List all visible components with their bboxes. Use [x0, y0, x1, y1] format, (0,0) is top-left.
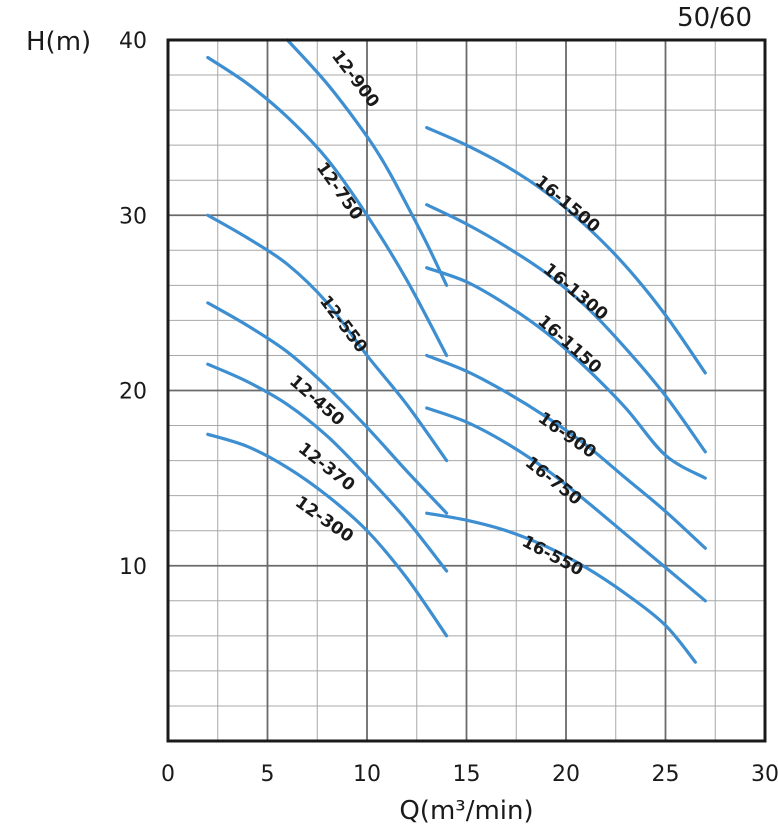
y-tick-label: 10: [119, 555, 147, 580]
curve-16-1150: [425, 266, 707, 480]
x-tick-label: 5: [261, 762, 275, 787]
y-tick-label: 40: [119, 29, 147, 54]
curve-12-300: [206, 432, 449, 638]
pump-curves: [206, 38, 707, 664]
curve-label-16-1500: 16-1500: [531, 172, 604, 238]
curve-16-1500: [425, 126, 707, 375]
curve-16-550: [425, 511, 697, 664]
x-tick-label: 0: [161, 762, 175, 787]
y-axis-title: H(m): [26, 27, 91, 57]
y-tick-labels: 10 20 30 40: [119, 29, 147, 580]
curve-label-16-750: 16-750: [521, 453, 585, 510]
curve-16-1300: [425, 203, 707, 454]
curve-12-370: [206, 362, 449, 573]
x-tick-label: 25: [652, 762, 680, 787]
curve-label-12-900: 12-900: [327, 47, 383, 112]
curve-12-750: [206, 55, 449, 358]
curve-16-750: [425, 406, 707, 603]
curve-label-12-550: 12-550: [315, 292, 371, 357]
curve-12-550: [206, 213, 449, 463]
curve-label-12-300: 12-300: [291, 492, 357, 547]
x-tick-labels: 0 5 10 15 20 25 30: [161, 762, 778, 787]
curve-12-900: [285, 38, 449, 287]
y-tick-label: 30: [119, 204, 147, 229]
x-tick-label: 20: [552, 762, 580, 787]
curve-label-12-450: 12-450: [285, 371, 348, 430]
plot-frame: [166, 38, 767, 743]
x-axis-title: Q(m³/min): [399, 796, 533, 826]
y-tick-label: 20: [119, 380, 147, 405]
x-tick-label: 30: [751, 762, 778, 787]
curve-12-450: [206, 301, 449, 515]
x-tick-label: 10: [353, 762, 381, 787]
curve-label-16-1150: 16-1150: [533, 311, 605, 378]
curve-label-12-370: 12-370: [294, 439, 358, 496]
curve-label-16-900: 16-900: [534, 408, 600, 463]
frequency-label: 50/60: [677, 3, 752, 33]
curve-label-16-550: 16-550: [519, 532, 587, 581]
x-tick-label: 15: [453, 762, 481, 787]
curve-16-900: [425, 353, 707, 550]
